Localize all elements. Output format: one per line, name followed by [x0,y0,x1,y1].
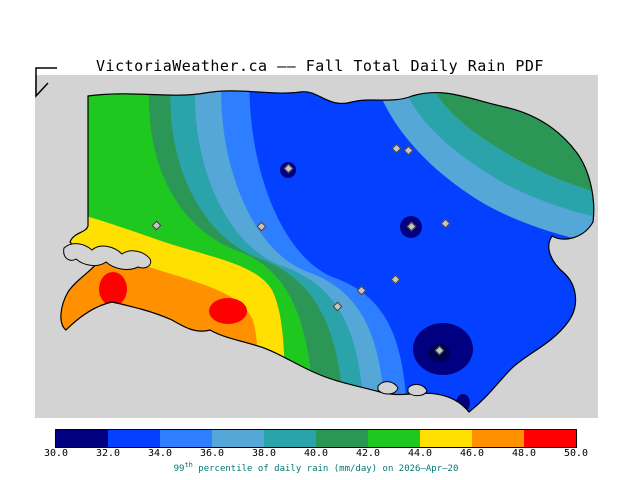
rain-maximum-west [99,272,127,306]
colorbar-tick-label: 46.0 [459,448,485,459]
rain-minimum-central [400,216,422,238]
colorbar-tick-label: 40.0 [303,448,329,459]
coastline [60,90,595,413]
harbour-inlet-east [407,383,428,397]
rain-minimum-north [280,162,296,178]
colorbar-tick-label: 30.0 [43,448,69,459]
rain-minimum-core [428,344,450,362]
colorbar-segment [368,430,420,447]
colorbar-segment [108,430,160,447]
colorbar-segment [524,430,576,447]
caption-text: percentile of daily rain (mm/day) on 202… [192,464,459,474]
harbour-inlet-west [377,381,399,395]
sooke-inlet [63,243,152,270]
frame-corner-mark [35,67,57,98]
colorbar-tick-label: 50.0 [563,448,589,459]
colorbar-segment [212,430,264,447]
figure-title: VictoriaWeather.ca –– Fall Total Daily R… [96,57,544,75]
colorbar-tick-label: 32.0 [95,448,121,459]
colorbar-tick-label: 44.0 [407,448,433,459]
colorbar-segment [264,430,316,447]
colorbar-ticks: 30.0 32.0 34.0 36.0 38.0 40.0 42.0 44.0 46.0 48.0… [44,448,588,461]
colorbar-segment [56,430,108,447]
colorbar-tick-label: 38.0 [251,448,277,459]
colorbar-caption: 99th percentile of daily rain (mm/day) o… [0,461,632,474]
caption-superscript: th [184,461,193,469]
colorbar-tick-label: 34.0 [147,448,173,459]
caption-number: 99 [173,464,185,474]
colorbar-tick-label: 36.0 [199,448,225,459]
rain-maximum-southwest [209,298,247,324]
colorbar-segment [316,430,368,447]
colorbar-segment [420,430,472,447]
colorbar-segment [472,430,524,447]
colorbar-segment [160,430,212,447]
colorbar-tick-label: 42.0 [355,448,381,459]
colorbar-tick-label: 48.0 [511,448,537,459]
colorbar [55,429,577,448]
